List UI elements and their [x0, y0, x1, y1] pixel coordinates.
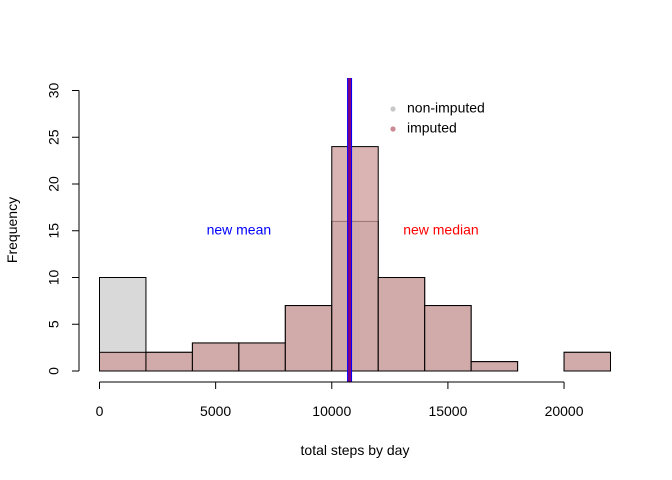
x-tick-label: 0 — [96, 403, 104, 419]
x-tick-label: 5000 — [200, 403, 231, 419]
imputed-bar — [99, 351, 147, 372]
imputed-bar — [331, 146, 379, 372]
x-tick-label: 20000 — [545, 403, 584, 419]
y-tick-label: 20 — [46, 176, 62, 192]
imputed-bar — [470, 361, 519, 372]
x-tick-label: 15000 — [428, 403, 467, 419]
imputed-bars — [99, 146, 612, 372]
imputed-bar — [563, 351, 612, 372]
y-axis: 0 5 10 15 20 25 30 — [46, 83, 80, 375]
x-tick-label: 10000 — [312, 403, 351, 419]
y-tick-label: 10 — [46, 270, 62, 286]
imputed-bar — [145, 351, 193, 372]
annotation-new-mean: new mean — [207, 221, 272, 237]
y-tick-label: 25 — [46, 129, 62, 145]
legend-marker — [390, 106, 396, 112]
x-axis: 0 5000 10000 15000 20000 — [96, 381, 584, 419]
y-tick-label: 5 — [46, 320, 62, 328]
imputed-bar — [238, 342, 286, 372]
x-axis-title: total steps by day — [301, 442, 410, 458]
imputed-bar — [377, 277, 426, 372]
imputed-bar — [284, 305, 333, 372]
y-tick-label: 0 — [46, 367, 62, 375]
imputed-bar — [191, 342, 240, 372]
y-tick-label: 15 — [46, 223, 62, 239]
legend-label: non-imputed — [407, 100, 485, 116]
annotation-new-median: new median — [403, 221, 479, 237]
legend-marker — [390, 126, 396, 132]
y-axis-title: Frequency — [4, 197, 20, 263]
legend: non-imputed imputed — [390, 100, 485, 136]
annotations: new mean new median — [207, 221, 479, 237]
y-tick-label: 30 — [46, 83, 62, 99]
imputed-bar — [424, 305, 472, 372]
legend-label: imputed — [407, 120, 457, 136]
